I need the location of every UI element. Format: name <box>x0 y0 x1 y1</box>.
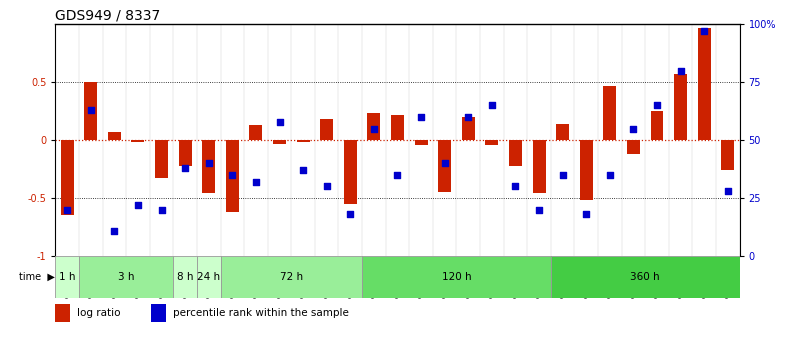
Bar <box>627 140 640 154</box>
Point <box>202 160 215 166</box>
Bar <box>55 304 70 322</box>
Point <box>85 107 97 113</box>
Point <box>674 68 687 73</box>
Bar <box>320 119 333 140</box>
Text: 1 h: 1 h <box>59 272 75 282</box>
Point <box>486 102 498 108</box>
Bar <box>486 140 498 145</box>
Point <box>297 167 309 173</box>
Bar <box>202 140 215 194</box>
Bar <box>367 114 380 140</box>
Bar <box>108 132 121 140</box>
Point <box>250 179 263 185</box>
Bar <box>721 140 734 170</box>
Text: 24 h: 24 h <box>197 272 220 282</box>
Point <box>627 126 640 131</box>
Point <box>61 207 74 213</box>
Point <box>698 28 710 34</box>
Bar <box>85 82 97 140</box>
Point <box>556 172 569 178</box>
Bar <box>698 28 710 140</box>
Point <box>320 184 333 189</box>
Point <box>604 172 616 178</box>
Bar <box>604 86 616 140</box>
Point <box>532 207 545 213</box>
Text: time  ▶: time ▶ <box>20 272 55 282</box>
Bar <box>155 140 168 178</box>
Point <box>651 102 664 108</box>
Point <box>344 211 357 217</box>
Point <box>580 211 592 217</box>
Point <box>414 114 427 120</box>
Text: percentile rank within the sample: percentile rank within the sample <box>173 308 349 318</box>
Bar <box>391 115 404 140</box>
Point <box>368 126 380 131</box>
Bar <box>61 140 74 216</box>
Point <box>391 172 403 178</box>
Bar <box>173 256 197 298</box>
Bar <box>273 140 286 144</box>
Bar <box>226 140 239 212</box>
Point <box>273 119 286 124</box>
Text: 8 h: 8 h <box>177 272 193 282</box>
Bar <box>55 256 79 298</box>
Bar <box>197 256 221 298</box>
Point <box>226 172 239 178</box>
Point <box>155 207 168 213</box>
Text: 72 h: 72 h <box>280 272 303 282</box>
Bar <box>462 117 475 140</box>
Bar <box>551 256 740 298</box>
Bar <box>650 111 664 140</box>
Bar <box>179 140 191 166</box>
Text: 3 h: 3 h <box>118 272 134 282</box>
Text: 120 h: 120 h <box>441 272 471 282</box>
Point <box>438 160 451 166</box>
Bar <box>580 140 592 200</box>
Bar <box>674 74 687 140</box>
Bar <box>297 140 309 142</box>
Point <box>462 114 475 120</box>
Bar <box>131 140 145 142</box>
Point <box>179 165 191 171</box>
Bar <box>532 140 546 194</box>
Point <box>108 228 121 233</box>
Bar <box>79 256 173 298</box>
Point <box>131 202 144 208</box>
Bar <box>438 140 451 192</box>
Bar <box>151 304 166 322</box>
Text: log ratio: log ratio <box>78 308 121 318</box>
Bar <box>414 140 428 145</box>
Bar <box>556 124 569 140</box>
Text: GDS949 / 8337: GDS949 / 8337 <box>55 9 161 23</box>
Bar <box>249 125 263 140</box>
Point <box>509 184 522 189</box>
Point <box>721 188 734 194</box>
Text: 360 h: 360 h <box>630 272 660 282</box>
Bar <box>362 256 551 298</box>
Bar <box>221 256 362 298</box>
Bar <box>509 140 522 166</box>
Bar <box>344 140 357 204</box>
